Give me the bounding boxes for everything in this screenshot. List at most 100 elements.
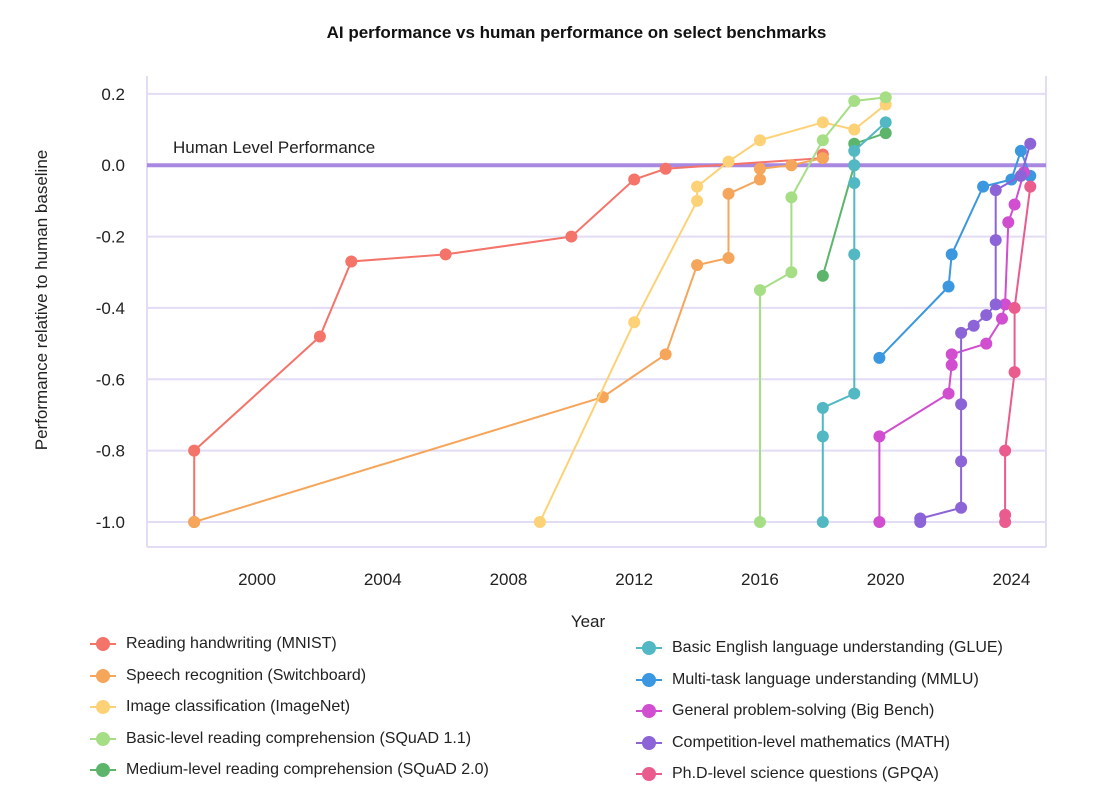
data-point xyxy=(848,177,861,190)
legend-item: Basic-level reading comprehension (SQuAD… xyxy=(90,727,471,751)
legend-swatch-dot xyxy=(642,767,656,781)
legend-swatch-dot xyxy=(642,704,656,718)
data-point xyxy=(980,309,993,322)
legend-swatch xyxy=(636,735,662,750)
legend-swatch xyxy=(90,637,116,651)
data-point xyxy=(691,180,704,193)
data-point xyxy=(879,116,892,129)
legend-label: Reading handwriting (MNIST) xyxy=(126,635,337,652)
data-point xyxy=(722,155,735,168)
data-point xyxy=(999,508,1012,521)
data-point xyxy=(1008,198,1021,211)
data-point xyxy=(816,134,829,147)
legend-swatch-dot xyxy=(96,668,110,683)
data-point xyxy=(999,444,1012,457)
legend-swatch-dot xyxy=(642,641,656,655)
data-point xyxy=(848,123,861,136)
legend-label: Ph.D-level science questions (GPQA) xyxy=(672,765,939,782)
human-level-label: Human Level Performance xyxy=(173,138,375,157)
chart-title: AI performance vs human performance on s… xyxy=(327,23,827,42)
data-point xyxy=(753,284,766,297)
data-point xyxy=(785,191,798,204)
legend-label: Competition-level mathematics (MATH) xyxy=(672,733,950,751)
legend-swatch-dot xyxy=(96,700,110,714)
legend-item: Multi-task language understanding (MMLU) xyxy=(636,668,979,692)
data-point xyxy=(942,387,955,400)
data-point xyxy=(313,330,326,343)
legend-item: Basic English language understanding (GL… xyxy=(636,636,1003,660)
legend-item: Reading handwriting (MNIST) xyxy=(90,632,337,656)
data-point xyxy=(816,269,829,282)
data-point xyxy=(879,91,892,104)
y-tick-label: -0.2 xyxy=(96,228,125,247)
data-point xyxy=(977,180,990,193)
data-point xyxy=(659,348,672,361)
data-point xyxy=(955,398,968,411)
y-tick-label: 0.2 xyxy=(101,85,125,104)
legend-swatch xyxy=(90,668,116,683)
data-point xyxy=(1024,180,1037,193)
legend-swatch xyxy=(636,641,662,655)
data-point xyxy=(873,516,886,529)
legend-swatch xyxy=(636,704,662,718)
y-tick-label: -0.6 xyxy=(96,370,125,389)
data-point xyxy=(722,251,735,264)
legend-label: Multi-task language understanding (MMLU) xyxy=(672,670,979,688)
data-point xyxy=(914,512,927,525)
x-tick-label: 2000 xyxy=(238,570,276,589)
data-point xyxy=(955,501,968,514)
data-point xyxy=(628,173,641,186)
data-point xyxy=(989,298,1002,311)
legend-label: Medium-level reading comprehension (SQuA… xyxy=(126,761,489,778)
y-axis-label: Performance relative to human baseline xyxy=(32,150,51,451)
series-line-3 xyxy=(538,97,887,523)
data-point xyxy=(1008,301,1021,314)
series-line-1 xyxy=(193,154,824,522)
data-point xyxy=(753,173,766,186)
y-tick-label: 0.0 xyxy=(101,156,125,175)
data-point xyxy=(816,401,829,414)
data-point xyxy=(989,184,1002,197)
legend-swatch-dot xyxy=(642,735,656,750)
data-point xyxy=(955,455,968,468)
data-point xyxy=(1014,144,1027,157)
legend-label: Basic-level reading comprehension (SQuAD… xyxy=(126,729,472,747)
data-point xyxy=(945,248,958,261)
legend-item: Ph.D-level science questions (GPQA) xyxy=(636,762,939,786)
x-tick-label: 2020 xyxy=(867,570,905,589)
legend-swatch-dot xyxy=(96,731,110,746)
x-tick-label: 2024 xyxy=(993,570,1031,589)
data-point xyxy=(980,337,993,350)
y-tick-label: -0.8 xyxy=(96,442,125,461)
data-point xyxy=(188,444,201,457)
data-point xyxy=(1002,216,1015,229)
legend-label: Speech recognition (Switchboard) xyxy=(126,666,367,684)
data-point xyxy=(945,359,958,372)
legend-item: General problem-solving (Big Bench) xyxy=(636,699,934,723)
legend-item: Speech recognition (Switchboard) xyxy=(90,664,366,688)
legend-item: Medium-level reading comprehension (SQuA… xyxy=(90,758,489,782)
plot-area xyxy=(147,76,1046,547)
data-point xyxy=(848,159,861,172)
data-point xyxy=(942,280,955,293)
data-point xyxy=(995,312,1008,325)
legend-swatch xyxy=(90,700,116,714)
data-point xyxy=(785,159,798,172)
legend-item: Image classification (ImageNet) xyxy=(90,695,350,719)
data-point xyxy=(816,516,829,529)
legend-item: Competition-level mathematics (MATH) xyxy=(636,731,950,755)
legend-swatch xyxy=(90,763,116,777)
legend-swatch-dot xyxy=(96,637,110,651)
x-tick-label: 2012 xyxy=(615,570,653,589)
data-point xyxy=(628,316,641,329)
data-point xyxy=(691,194,704,207)
data-point xyxy=(753,134,766,147)
legend-swatch-dot xyxy=(96,763,110,777)
data-point xyxy=(873,351,886,364)
data-point xyxy=(785,266,798,279)
data-point xyxy=(753,516,766,529)
data-point xyxy=(1008,366,1021,379)
data-point xyxy=(873,430,886,443)
data-point xyxy=(955,326,968,339)
